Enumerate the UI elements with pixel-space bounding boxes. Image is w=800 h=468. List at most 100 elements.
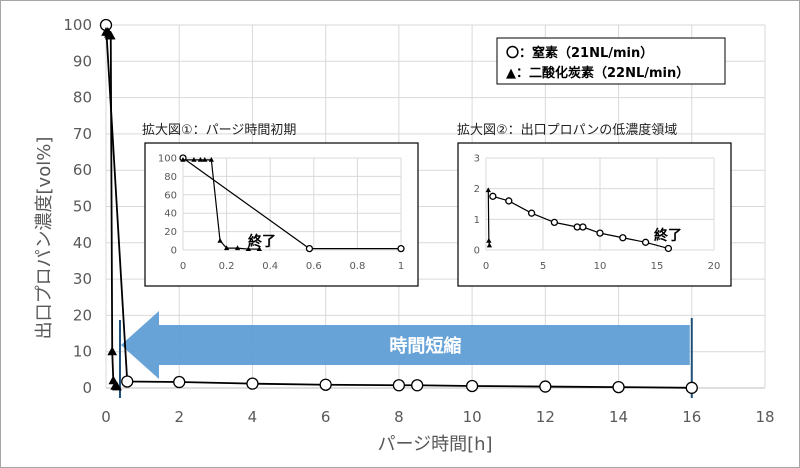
y-tick-label: 40 [73,234,92,252]
data-point-circle [685,381,698,394]
y-tick-label: 80 [73,89,92,107]
data-point-circle [411,379,424,392]
inset-1: 拡大図①：パージ時間初期 0 20 40 60 80 100 0 0.2 0.4 0.6 0.8 1 終了 [142,123,419,287]
legend-entry-nitrogen: 〇：窒素（21NL/min） [506,45,653,61]
data-point-circle [489,192,497,200]
data-point-circle [505,197,513,205]
series-line [183,159,260,250]
inset-y-tick-label: 2 [474,184,480,195]
inset-y-tick-label: 1 [474,215,480,226]
inset-box [144,142,419,287]
inset-y-tick-label: 40 [164,209,177,220]
data-point-circle [397,244,405,253]
data-point-triangle [191,156,197,162]
data-point-triangle [112,381,122,391]
y-tick-label: 90 [73,52,92,70]
data-point-triangle [223,245,230,251]
x-tick-label: 14 [609,408,628,426]
inset-x-tick-label: 10 [594,261,607,272]
y-tick-label: 60 [73,161,92,179]
x-tick-label: 10 [463,408,482,426]
x-tick-label: 18 [755,408,774,426]
data-point-circle [392,379,406,392]
data-point-circle [319,378,332,391]
data-point-circle [305,244,314,253]
y-tick-label: 30 [73,270,92,288]
data-point-triangle [485,187,491,193]
inset-2: 拡大図②：出口プロパンの低濃度領域 0 1 2 3 0 5 10 15 20 終了 [457,122,732,287]
inset-x-tick-label: 15 [651,261,664,272]
data-point-triangle [107,346,118,356]
inset-y-tick-label: 3 [474,154,480,165]
y-tick-label: 0 [82,379,92,397]
data-point-triangle [105,30,116,40]
inset-y-tick-label: 100 [158,154,177,165]
data-point-circle [173,375,186,389]
data-point-circle [121,375,134,388]
y-tick-labels: 0 10 20 30 40 50 60 70 80 90 100 [63,16,92,397]
legend-box [496,37,726,85]
inset-title: 拡大図②：出口プロパンの低濃度領域 [457,122,677,138]
data-point-triangle [234,245,241,251]
inset-x-tick-label: 0 [180,261,186,272]
inset-x-tick-label: 0.4 [262,261,278,272]
data-point-circle [641,238,650,246]
data-point-circle [550,218,559,227]
data-point-circle [527,209,536,217]
inset-box [457,142,732,287]
data-point-triangle [245,246,252,251]
inset-x-tick-label: 1 [398,261,404,272]
data-point-triangle [208,156,214,162]
series-line [106,31,118,388]
y-tick-label: 70 [73,125,92,143]
data-point-triangle [486,242,493,248]
data-point-circle [579,223,587,231]
data-point-circle [539,380,552,393]
y-tick-label: 20 [73,306,92,324]
time-reduction-annotation: 時間短縮 [118,311,693,398]
data-point-triangle [180,156,186,162]
inset-x-tick-label: 20 [708,261,721,272]
data-point-circle [246,377,259,390]
inset-x-tick-label: 0.2 [219,261,235,272]
inset-y-tick-label: 0 [474,246,480,257]
y-tick-label: 100 [63,16,92,34]
inset-y-tick-label: 80 [164,172,177,183]
data-point-circle [619,234,627,242]
y-tick-label: 10 [73,343,92,361]
x-tick-label: 8 [394,408,404,426]
inset-x-tick-label: 0.6 [306,261,322,272]
x-tick-label: 4 [248,408,258,426]
data-point-triangle [202,156,208,162]
data-point-circle [664,244,673,253]
x-tick-label: 0 [101,408,111,426]
inset-end-label: 終了 [248,233,276,250]
data-point-triangle [486,237,492,243]
y-tick-label: 50 [73,198,92,216]
y-axis-label: 出口プロパン濃度[vol%] [34,137,55,340]
legend: 〇：窒素（21NL/min） ▲：二酸化炭素（22NL/min） [496,37,726,85]
inset-y-tick-label: 20 [164,227,177,238]
data-point-circle [465,379,479,393]
inset-end-label: 終了 [654,227,682,244]
arrow-shape [120,311,690,379]
inset-y-tick-label: 60 [164,190,177,201]
inset-x-tick-label: 0 [483,261,489,272]
data-point-triangle [197,156,204,162]
data-point-circle [596,229,604,237]
series-layer [99,18,698,394]
legend-entry-co2: ▲：二酸化炭素（22NL/min） [506,65,689,81]
data-point-triangle [256,246,262,251]
data-point-circle [612,380,625,394]
inset-y-tick-label: 0 [171,246,177,257]
x-tick-label: 16 [682,408,701,426]
x-tick-label: 6 [321,408,331,426]
x-tick-label: 12 [536,408,555,426]
data-point-triangle [217,237,223,243]
inset-title: 拡大図①：パージ時間初期 [142,123,296,138]
x-axis-label: パージ時間[h] [377,434,492,455]
arrow-label: 時間短縮 [389,335,461,357]
x-tick-labels: 0 2 4 6 8 10 12 14 16 18 [101,408,774,426]
x-tick-label: 2 [174,408,184,426]
